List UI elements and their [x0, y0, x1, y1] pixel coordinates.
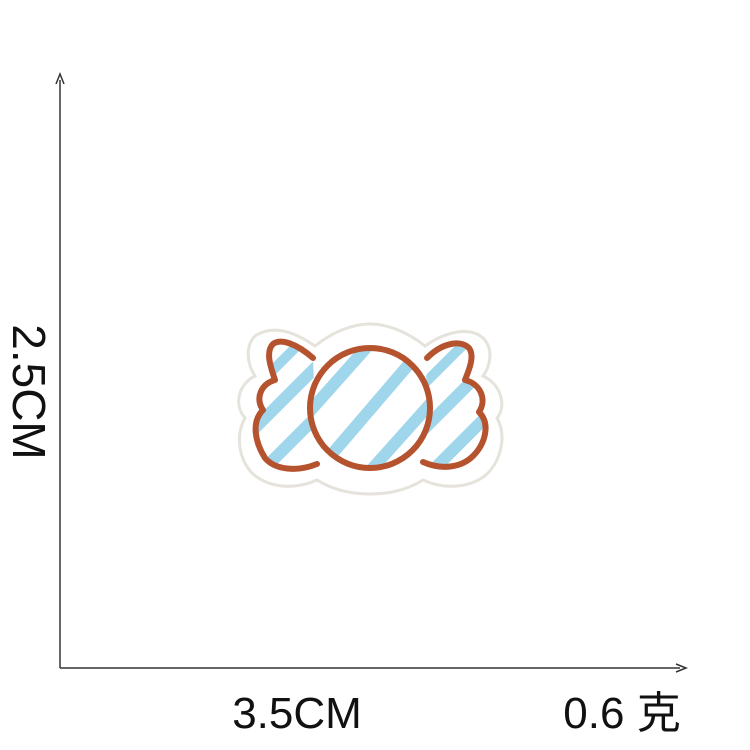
right-wrapper — [420, 340, 489, 470]
vertical-axis-arrow — [55, 71, 65, 85]
left-wrapper — [252, 338, 320, 472]
width-label: 3.5CM — [232, 689, 362, 738]
weight-label: 0.6 克 — [563, 689, 681, 738]
candy-stripes — [310, 348, 430, 468]
candy-icon — [237, 322, 504, 496]
candy-ball — [307, 345, 433, 471]
horizontal-axis-arrow — [675, 663, 689, 673]
height-label: 2.5CM — [3, 324, 55, 460]
